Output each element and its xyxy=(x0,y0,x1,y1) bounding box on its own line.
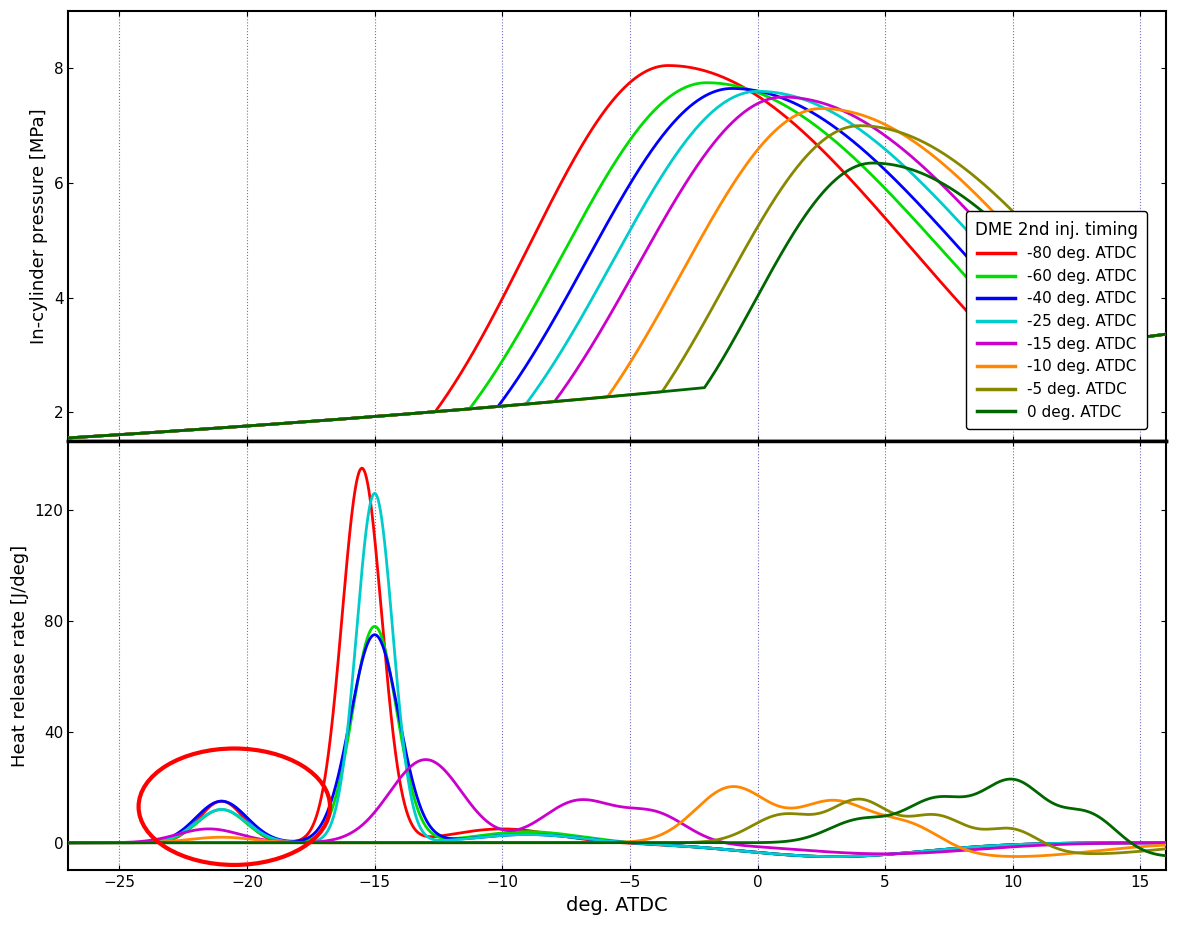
Y-axis label: Heat release rate [J/deg]: Heat release rate [J/deg] xyxy=(11,544,29,767)
Legend: -80 deg. ATDC, -60 deg. ATDC, -40 deg. ATDC, -25 deg. ATDC, -15 deg. ATDC, -10 d: -80 deg. ATDC, -60 deg. ATDC, -40 deg. A… xyxy=(966,211,1148,429)
X-axis label: deg. ATDC: deg. ATDC xyxy=(566,895,669,915)
Y-axis label: In-cylinder pressure [MPa]: In-cylinder pressure [MPa] xyxy=(31,108,48,344)
